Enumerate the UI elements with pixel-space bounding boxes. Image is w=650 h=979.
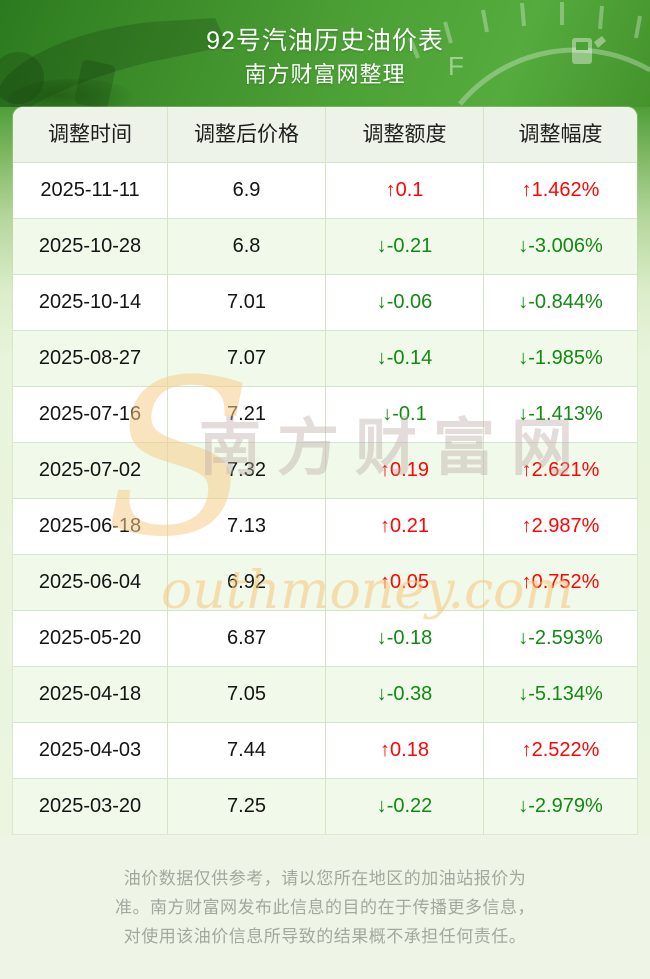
table-row: 2025-07-02 7.32 ↑0.19 ↑2.621% <box>13 442 637 498</box>
percent-cell: ↑1.462% <box>483 163 637 218</box>
price-cell: 7.13 <box>167 499 325 554</box>
price-cell: 7.25 <box>167 779 325 834</box>
date-cell: 2025-11-11 <box>40 179 140 201</box>
disclaimer-line-2: 准。南方财富网发布此信息的目的在于传播更多信息， <box>115 898 535 917</box>
price-cell: 6.9 <box>167 163 325 218</box>
date-cell: 2025-07-02 <box>38 459 142 481</box>
table-zone: 调整时间 调整后价格 调整额度 调整幅度 2025-11-11 6.9 ↑0.1… <box>0 107 650 834</box>
date-cell: 2025-10-28 <box>38 235 142 257</box>
table-row: 2025-06-04 6.92 ↑0.05 ↑0.752% <box>13 554 637 610</box>
change-cell: ↑0.1 <box>325 163 483 218</box>
change-cell: ↑0.21 <box>325 499 483 554</box>
change-cell: ↓-0.22 <box>325 779 483 834</box>
table-row: 2025-10-28 6.8 ↓-0.21 ↓-3.006% <box>13 218 637 274</box>
table-row: 2025-08-27 7.07 ↓-0.14 ↓-1.985% <box>13 330 637 386</box>
date-cell: 2025-10-14 <box>38 291 142 313</box>
date-cell: 2025-06-18 <box>38 515 142 537</box>
disclaimer-line-1: 油价数据仅供参考，请以您所在地区的加油站报价为 <box>123 869 527 888</box>
column-header-date: 调整时间 <box>48 123 132 146</box>
table-row: 2025-04-03 7.44 ↑0.18 ↑2.522% <box>13 722 637 778</box>
date-cell: 2025-08-27 <box>38 347 142 369</box>
change-cell: ↑0.19 <box>325 443 483 498</box>
change-cell: ↓-0.14 <box>325 331 483 386</box>
table-row: 2025-10-14 7.01 ↓-0.06 ↓-0.844% <box>13 274 637 330</box>
date-cell: 2025-05-20 <box>38 627 142 649</box>
percent-cell: ↓-1.413% <box>483 387 637 442</box>
price-cell: 7.44 <box>167 723 325 778</box>
price-cell: 7.32 <box>167 443 325 498</box>
change-cell: ↑0.18 <box>325 723 483 778</box>
date-cell: 2025-06-04 <box>38 571 142 593</box>
change-cell: ↓-0.1 <box>325 387 483 442</box>
table-row: 2025-03-20 7.25 ↓-0.22 ↓-2.979% <box>13 778 637 834</box>
leaf-shadow-decoration <box>8 79 138 107</box>
price-cell: 7.07 <box>167 331 325 386</box>
percent-cell: ↑2.522% <box>483 723 637 778</box>
price-cell: 6.8 <box>167 219 325 274</box>
table-row: 2025-05-20 6.87 ↓-0.18 ↓-2.593% <box>13 610 637 666</box>
page-subtitle: 南方财富网整理 <box>244 62 406 87</box>
date-cell: 2025-04-03 <box>38 739 142 761</box>
price-cell: 7.05 <box>167 667 325 722</box>
table-row: 2025-04-18 7.05 ↓-0.38 ↓-5.134% <box>13 666 637 722</box>
column-header-change: 调整额度 <box>325 107 483 162</box>
table-row: 2025-11-11 6.9 ↑0.1 ↑1.462% <box>13 163 637 218</box>
hero-banner: F 92号汽油历史油价表 南方财富网整理 <box>0 0 650 107</box>
table-row: 2025-07-16 7.21 ↓-0.1 ↓-1.413% <box>13 386 637 442</box>
price-table-body: 2025-11-11 6.9 ↑0.1 ↑1.462% 2025-10-28 6… <box>13 163 637 834</box>
date-cell: 2025-03-20 <box>38 795 142 817</box>
disclaimer: 油价数据仅供参考，请以您所在地区的加油站报价为 准。南方财富网发布此信息的目的在… <box>0 834 650 979</box>
percent-cell: ↓-3.006% <box>483 219 637 274</box>
column-header-price: 调整后价格 <box>167 107 325 162</box>
change-cell: ↓-0.18 <box>325 611 483 666</box>
percent-cell: ↓-1.985% <box>483 331 637 386</box>
change-cell: ↓-0.38 <box>325 667 483 722</box>
price-table: 调整时间 调整后价格 调整额度 调整幅度 2025-11-11 6.9 ↑0.1… <box>13 107 637 834</box>
percent-cell: ↑0.752% <box>483 555 637 610</box>
percent-cell: ↓-2.979% <box>483 779 637 834</box>
percent-cell: ↓-0.844% <box>483 275 637 330</box>
table-header-row: 调整时间 调整后价格 调整额度 调整幅度 <box>13 107 637 163</box>
change-cell: ↑0.05 <box>325 555 483 610</box>
change-cell: ↓-0.21 <box>325 219 483 274</box>
price-cell: 6.92 <box>167 555 325 610</box>
percent-cell: ↓-2.593% <box>483 611 637 666</box>
price-cell: 7.01 <box>167 275 325 330</box>
date-cell: 2025-07-16 <box>38 403 142 425</box>
date-cell: 2025-04-18 <box>38 683 142 705</box>
percent-cell: ↓-5.134% <box>483 667 637 722</box>
page-title: 92号汽油历史油价表 <box>206 27 444 55</box>
table-row: 2025-06-18 7.13 ↑0.21 ↑2.987% <box>13 498 637 554</box>
disclaimer-line-3: 对使用该油价信息所导致的结果概不承担任何责任。 <box>123 927 527 946</box>
price-cell: 7.21 <box>167 387 325 442</box>
percent-cell: ↑2.621% <box>483 443 637 498</box>
percent-cell: ↑2.987% <box>483 499 637 554</box>
price-cell: 6.87 <box>167 611 325 666</box>
change-cell: ↓-0.06 <box>325 275 483 330</box>
column-header-percent: 调整幅度 <box>483 107 637 162</box>
